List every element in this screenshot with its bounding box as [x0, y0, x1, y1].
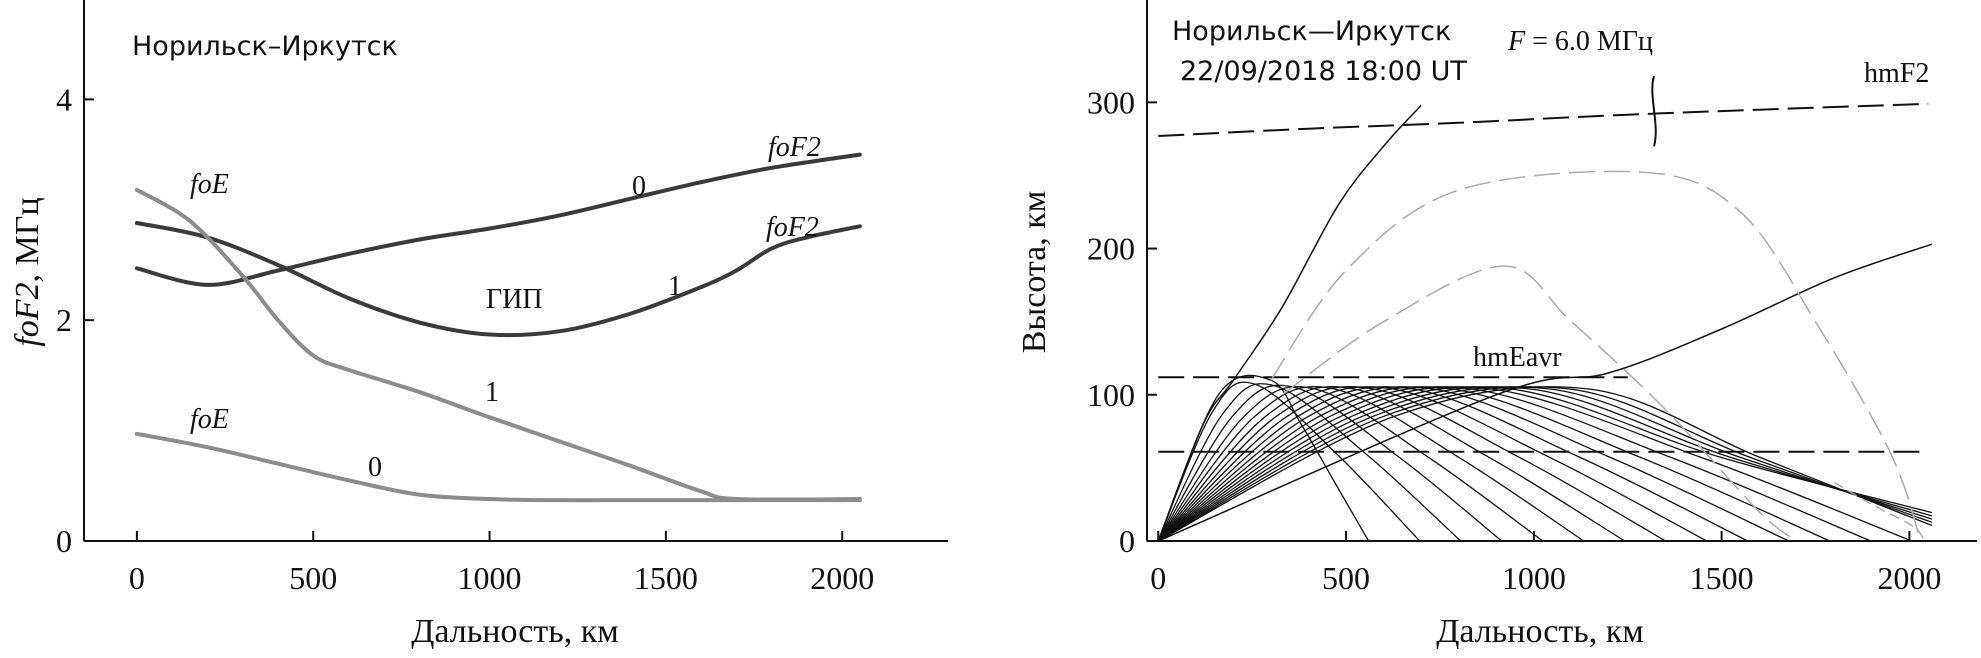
- left-x-tick-label: 1000: [458, 560, 522, 596]
- ray-steep-1: [1157, 374, 1370, 542]
- right-frequency-label: F = 6.0 МГц: [1507, 26, 1653, 57]
- ray-e-7: [1157, 386, 1708, 542]
- left-series-line-2: [134, 187, 862, 502]
- ray-f-grey-1: [1270, 170, 1922, 542]
- left-y-tick-label: 4: [56, 81, 72, 117]
- hmF2-marker: [1651, 75, 1657, 147]
- right-y-tick-label: 300: [1087, 84, 1135, 120]
- left-series-line-0: [134, 152, 862, 287]
- annotation-foE-bottom: foE: [190, 404, 229, 435]
- frequency-value: = 6.0 МГц: [1525, 26, 1653, 57]
- left-x-tick-label: 500: [289, 560, 337, 596]
- left-series-line-1: [134, 221, 862, 338]
- right-x-tick-label: 1500: [1690, 560, 1754, 596]
- right-ray-traces: [1157, 104, 1933, 542]
- right-y-tick-label: 100: [1087, 377, 1135, 413]
- ray-f-grey-2: [1281, 265, 1798, 542]
- ray-e-14: [1157, 386, 1933, 542]
- right-title-line2: 22/09/2018 18:00 UT: [1180, 56, 1467, 87]
- left-series-line-3: [134, 431, 862, 503]
- right-x-tick-label: 500: [1322, 560, 1370, 596]
- left-title: Норильск–Иркутск: [132, 31, 398, 62]
- right-x-tick-label: 2000: [1877, 560, 1941, 596]
- label-hmF2: hmF2: [1864, 58, 1929, 89]
- ray-e-9: [1157, 386, 1790, 542]
- left-y-label: foF2, МГц: [9, 197, 46, 346]
- annotation-foF2-right: foF2: [766, 212, 819, 243]
- left-x-tick-label: 0: [129, 560, 145, 596]
- annotation-gip: ГИП: [486, 284, 543, 315]
- right-y-label: Высота, км: [1016, 191, 1053, 354]
- left-ticks: 0 500 1000 1500 2000 0 2 4: [56, 81, 874, 596]
- frequency-symbol: F: [1507, 26, 1526, 57]
- right-ticks: 0 500 1000 1500 2000 0 100 200 300: [1087, 84, 1941, 596]
- annotation-foE-top: foE: [190, 169, 229, 200]
- right-y-tick-label: 200: [1087, 231, 1135, 267]
- right-axes: [1146, 0, 1977, 542]
- ray-e-3: [1157, 386, 1544, 542]
- right-y-tick-label: 0: [1119, 523, 1135, 559]
- annotation-label-1-lower: 1: [485, 377, 499, 408]
- ray-e-16: [1157, 386, 1933, 542]
- right-x-tick-label: 1000: [1502, 560, 1566, 596]
- annotation-label-0-lower: 0: [368, 452, 382, 483]
- annotation-foF2-top: foF2: [768, 132, 821, 163]
- ray-e-2: [1157, 384, 1503, 542]
- ray-e-10: [1157, 386, 1831, 542]
- left-y-label-italic: foF2: [9, 282, 46, 346]
- left-y-tick-label: 2: [56, 302, 72, 338]
- left-x-tick-label: 2000: [810, 560, 874, 596]
- left-x-tick-label: 1500: [634, 560, 698, 596]
- ray-e-11: [1157, 386, 1872, 542]
- chart-right: 0 500 1000 1500 2000 0 100 200 300 Норильск—Ирку…: [1016, 0, 1977, 650]
- label-hmEavr: hmEavr: [1473, 342, 1562, 373]
- ray-f-grey-3: [1833, 481, 1926, 542]
- ray-e-1: [1157, 383, 1462, 542]
- left-axes: [83, 0, 948, 542]
- ray-e-12: [1157, 386, 1913, 542]
- right-x-tick-label: 0: [1150, 560, 1166, 596]
- ray-e-15: [1157, 386, 1933, 542]
- reference-line-hmF2: [1158, 102, 1929, 137]
- ray-f-long: [1158, 243, 1933, 542]
- ray-e-4: [1157, 386, 1585, 542]
- left-x-label: Дальность, км: [411, 613, 619, 650]
- left-series: [134, 152, 862, 503]
- annotation-label-1-upper: 1: [668, 271, 682, 302]
- left-y-label-rest: , МГц: [9, 197, 46, 282]
- right-x-label: Дальность, км: [1436, 613, 1644, 650]
- ray-e-17: [1157, 386, 1933, 542]
- chart-left: 0 500 1000 1500 2000 0 2 4 Норильск–Иркутск Дал…: [9, 0, 948, 650]
- left-y-tick-label: 0: [56, 523, 72, 559]
- right-title-line1: Норильск—Иркутск: [1172, 16, 1451, 47]
- annotation-label-0-upper: 0: [632, 171, 646, 202]
